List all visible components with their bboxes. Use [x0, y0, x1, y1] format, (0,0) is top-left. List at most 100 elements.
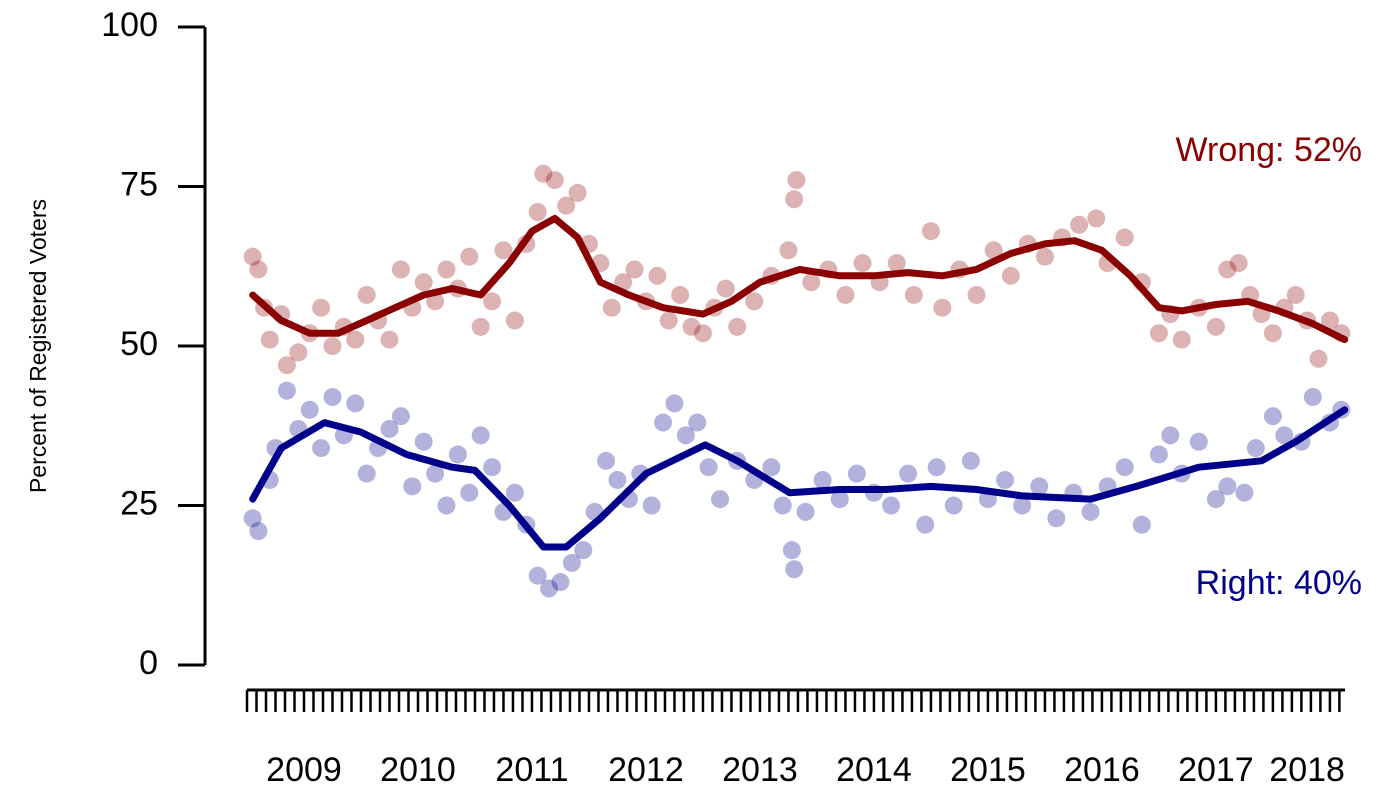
point [1047, 509, 1066, 528]
point [471, 317, 490, 336]
point [505, 483, 524, 502]
point [1206, 490, 1225, 509]
point [659, 311, 678, 330]
point [505, 311, 524, 330]
point [1172, 330, 1191, 349]
point [426, 464, 445, 483]
point [785, 190, 804, 209]
point [1001, 266, 1020, 285]
point [682, 317, 701, 336]
y-tick-label: 100 [101, 6, 158, 44]
point [1303, 388, 1322, 407]
point [528, 566, 547, 585]
point [967, 285, 986, 304]
point [665, 394, 684, 413]
point [323, 388, 342, 407]
point [483, 458, 502, 477]
y-tick-label: 75 [120, 165, 158, 203]
point [1263, 407, 1282, 426]
point [882, 496, 901, 515]
point [312, 439, 331, 458]
point [904, 285, 923, 304]
point [540, 579, 559, 598]
point [448, 445, 467, 464]
point [676, 426, 695, 445]
point [1035, 247, 1054, 266]
point [557, 196, 576, 215]
point [403, 477, 422, 496]
point [243, 247, 262, 266]
point [1263, 324, 1282, 343]
point [1246, 439, 1265, 458]
annotation: Wrong: 52% [1176, 131, 1362, 169]
point [716, 279, 735, 298]
point [1309, 349, 1328, 368]
point [551, 573, 570, 592]
point [471, 426, 490, 445]
point [346, 394, 365, 413]
trend-line [249, 406, 1349, 551]
x-tick-label: 2017 [1178, 751, 1254, 788]
point [728, 317, 747, 336]
point [494, 241, 513, 260]
y-tick-label: 25 [120, 484, 158, 522]
point [568, 183, 587, 202]
point [562, 553, 581, 572]
x-tick-label: 2013 [722, 751, 798, 788]
point [574, 541, 593, 560]
point [1229, 254, 1248, 273]
point [460, 247, 479, 266]
point [642, 496, 661, 515]
point [437, 260, 456, 279]
point [414, 273, 433, 292]
annotation: Right: 40% [1196, 564, 1362, 602]
point [813, 470, 832, 489]
point [847, 464, 866, 483]
point [1081, 502, 1100, 521]
point [277, 381, 296, 400]
point [249, 522, 268, 541]
point [437, 496, 456, 515]
point [243, 509, 262, 528]
point [782, 541, 801, 560]
x-tick-label: 2010 [380, 751, 456, 788]
point [391, 407, 410, 426]
point [944, 496, 963, 515]
x-tick-label: 2016 [1064, 751, 1140, 788]
point [933, 298, 952, 317]
x-tick-label: 2012 [608, 751, 684, 788]
point [414, 432, 433, 451]
point [391, 260, 410, 279]
point [1161, 426, 1180, 445]
point [483, 292, 502, 311]
point [836, 285, 855, 304]
point [762, 458, 781, 477]
point [1286, 285, 1305, 304]
point [887, 254, 906, 273]
point [346, 330, 365, 349]
point [357, 285, 376, 304]
point [1218, 477, 1237, 496]
point [460, 483, 479, 502]
point [625, 260, 644, 279]
point [1013, 496, 1032, 515]
point [534, 164, 553, 183]
point [323, 337, 342, 355]
point [921, 222, 940, 241]
point [1115, 458, 1134, 477]
point [779, 241, 798, 260]
point [1320, 311, 1339, 330]
point [357, 464, 376, 483]
point [745, 292, 764, 311]
point [545, 171, 564, 190]
point [693, 324, 712, 343]
point [688, 413, 707, 432]
point [796, 502, 815, 521]
point [1149, 445, 1168, 464]
point [899, 464, 918, 483]
x-tick-label: 2015 [950, 751, 1026, 788]
point [1189, 432, 1208, 451]
x-tick-label: 2011 [495, 751, 568, 788]
point [380, 330, 399, 349]
